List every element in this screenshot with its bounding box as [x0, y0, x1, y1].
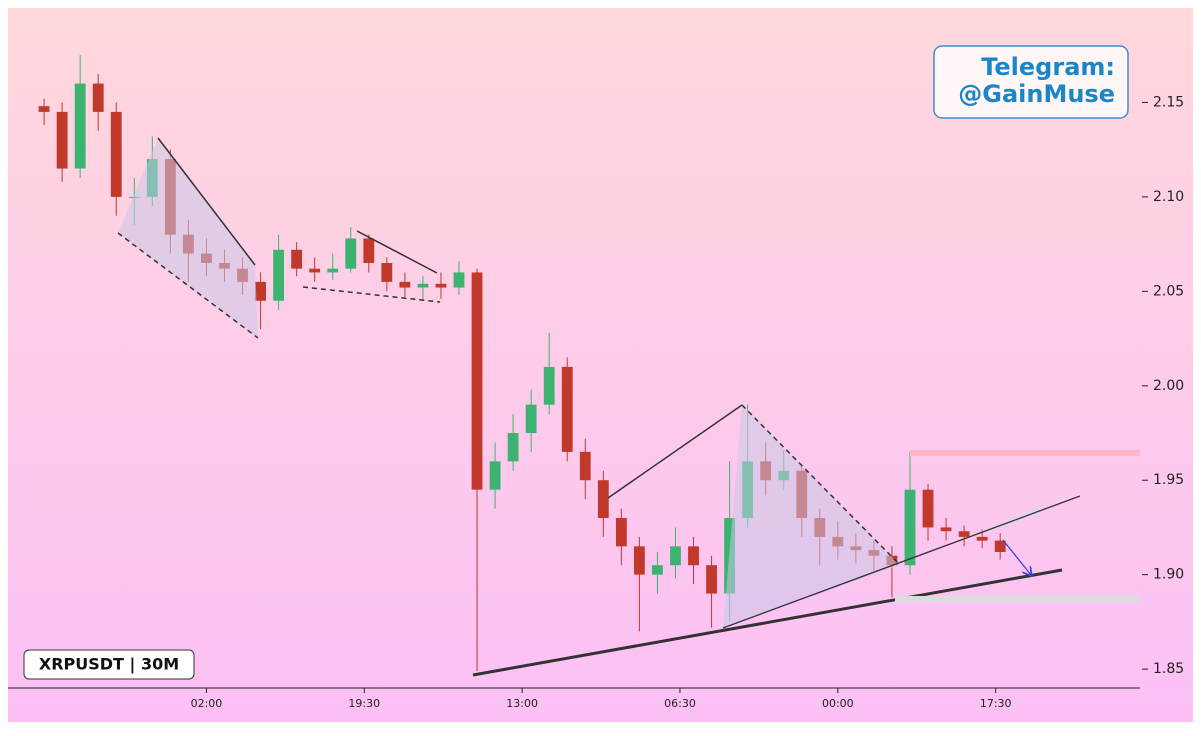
candle-body	[922, 489, 934, 528]
watermark-line: Telegram:	[981, 53, 1115, 81]
candle-body	[543, 366, 555, 405]
candle-body	[597, 480, 609, 518]
candle-body	[525, 404, 537, 433]
candle-body	[327, 268, 339, 273]
candle-body	[92, 83, 104, 112]
candle-body	[435, 283, 447, 288]
candle-body	[309, 268, 321, 273]
x-tick-label: 19:30	[348, 697, 380, 710]
candle-body	[904, 489, 916, 566]
candle-body	[633, 546, 645, 575]
candle-body	[940, 527, 952, 532]
y-tick-label: 2.10	[1153, 189, 1184, 205]
y-tick-label: 1.85	[1153, 661, 1184, 677]
y-tick-label: 2.05	[1153, 283, 1184, 299]
y-tick-label: 1.90	[1153, 567, 1184, 583]
candle-body	[958, 531, 970, 537]
symbol-label: XRPUSDT | 30M	[39, 655, 179, 675]
candle-body	[453, 272, 465, 288]
candle-body	[670, 546, 681, 566]
candle-body	[345, 238, 357, 269]
candle-body	[110, 111, 122, 197]
x-tick-label: 00:00	[822, 697, 854, 710]
y-tick-label: 2.15	[1153, 94, 1184, 110]
candle-body	[399, 281, 411, 288]
watermark-frame	[933, 45, 1129, 119]
candle-body	[507, 433, 519, 462]
candle-body	[38, 106, 50, 112]
x-tick-label: 13:00	[506, 697, 538, 710]
candle-body	[652, 565, 663, 575]
candle-body	[489, 461, 501, 490]
symbol-box: XRPUSDT | 30M	[23, 649, 195, 680]
candle-body	[579, 451, 591, 481]
symbol-frame	[23, 649, 195, 680]
candle-body	[255, 281, 266, 301]
candle-body	[363, 238, 375, 263]
y-tick-label: 2.00	[1153, 378, 1184, 394]
candle-body	[706, 565, 717, 594]
candle-body	[56, 111, 68, 169]
candle-body	[615, 518, 627, 547]
x-tick-label: 06:30	[664, 697, 696, 710]
candle-body	[688, 546, 699, 566]
candle-body	[976, 536, 988, 541]
candle-body	[994, 540, 1006, 552]
watermark-line: @GainMuse	[958, 80, 1115, 108]
y-tick-label: 1.95	[1153, 472, 1184, 488]
candle-body	[273, 249, 285, 301]
x-tick-label: 02:00	[191, 697, 223, 710]
pattern-drawings	[117, 137, 1140, 677]
background	[8, 8, 1193, 722]
candle-body	[291, 249, 303, 269]
candle-body	[381, 263, 393, 282]
watermark-box: Telegram: @GainMuse	[933, 45, 1129, 119]
candle-body	[471, 272, 483, 490]
candle-body	[74, 83, 86, 169]
candle-body	[417, 283, 429, 288]
x-tick-label: 17:30	[980, 697, 1012, 710]
candle-body	[561, 366, 573, 452]
